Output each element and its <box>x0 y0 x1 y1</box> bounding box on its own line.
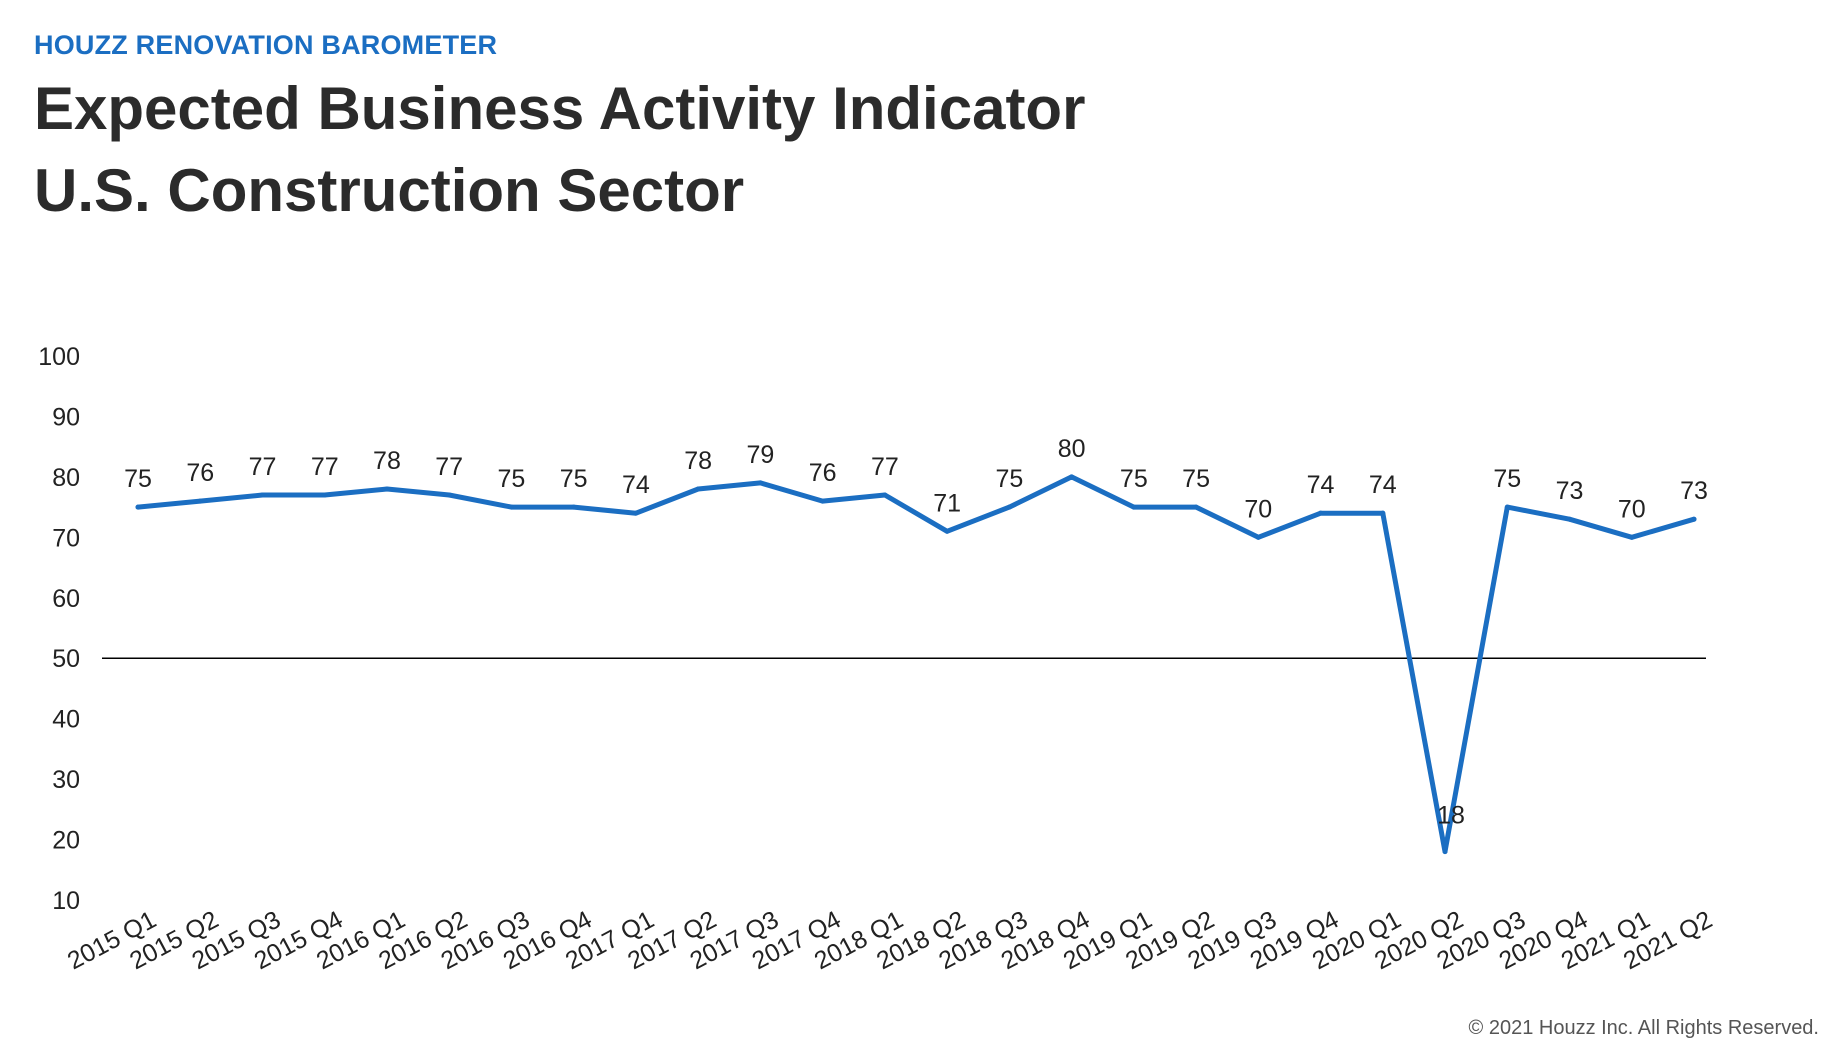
data-point <box>1504 504 1510 510</box>
data-point <box>1318 510 1324 516</box>
data-point <box>1567 516 1573 522</box>
data-point <box>1069 474 1075 480</box>
data-point <box>384 486 390 492</box>
data-point <box>1131 504 1137 510</box>
data-point <box>944 528 950 534</box>
data-label: 78 <box>373 447 401 475</box>
data-label: 78 <box>684 447 712 475</box>
data-label: 77 <box>435 453 463 481</box>
data-labels: 75 76 77 77 78 77 75 75 74 78 79 76 77 71 75 80 75 75 70 74… <box>124 435 1708 830</box>
y-tick-label: 20 <box>52 827 80 855</box>
data-point <box>1006 504 1012 510</box>
data-label: 18 <box>1437 802 1465 830</box>
data-label: 71 <box>933 489 961 517</box>
series-line <box>135 474 1697 855</box>
series-group <box>135 474 1697 855</box>
data-label: 74 <box>1369 471 1397 499</box>
y-tick-label: 30 <box>52 766 80 794</box>
data-label: 79 <box>746 441 774 469</box>
y-tick-label: 10 <box>52 887 80 915</box>
data-label: 73 <box>1556 477 1584 505</box>
data-point <box>1691 516 1697 522</box>
data-label: 75 <box>560 465 588 493</box>
data-label: 80 <box>1058 435 1086 463</box>
data-point <box>571 504 577 510</box>
data-label: 75 <box>1493 465 1521 493</box>
data-point <box>1442 849 1448 855</box>
data-point <box>508 504 514 510</box>
data-label: 74 <box>622 471 650 499</box>
y-tick-label: 90 <box>52 403 80 431</box>
data-point <box>1255 534 1261 540</box>
data-point <box>446 492 452 498</box>
y-axis: 10 20 30 40 50 60 70 80 90 100 <box>38 343 80 915</box>
y-tick-label: 70 <box>52 524 80 552</box>
y-tick-label: 100 <box>38 343 80 371</box>
data-point <box>322 492 328 498</box>
chart-title-line-1: Expected Business Activity Indicator <box>34 75 1086 142</box>
data-label: 76 <box>186 459 214 487</box>
data-label: 77 <box>249 453 277 481</box>
report-kicker: HOUZZ RENOVATION BAROMETER <box>34 30 498 60</box>
data-label: 75 <box>498 465 526 493</box>
data-label: 74 <box>1307 471 1335 499</box>
data-label: 75 <box>1120 465 1148 493</box>
data-point <box>882 492 888 498</box>
data-label: 70 <box>1244 495 1272 523</box>
data-label: 73 <box>1680 477 1708 505</box>
data-point <box>757 480 763 486</box>
data-point <box>1629 534 1635 540</box>
data-point <box>1193 504 1199 510</box>
data-point <box>259 492 265 498</box>
data-point <box>633 510 639 516</box>
data-point <box>197 498 203 504</box>
data-label: 76 <box>809 459 837 487</box>
data-point <box>1380 510 1386 516</box>
data-label: 77 <box>311 453 339 481</box>
data-label: 77 <box>871 453 899 481</box>
chart-title-line-2: U.S. Construction Sector <box>34 157 745 224</box>
y-tick-label: 60 <box>52 585 80 613</box>
data-label: 75 <box>124 465 152 493</box>
data-point <box>820 498 826 504</box>
data-point <box>135 504 141 510</box>
data-label: 75 <box>995 465 1023 493</box>
data-label: 75 <box>1182 465 1210 493</box>
copyright-notice: © 2021 Houzz Inc. All Rights Reserved. <box>1468 1017 1819 1039</box>
data-label: 70 <box>1618 495 1646 523</box>
y-tick-label: 80 <box>52 464 80 492</box>
y-tick-label: 50 <box>52 645 80 673</box>
chart-title: Expected Business Activity Indicator U.S… <box>34 68 1085 232</box>
data-point <box>695 486 701 492</box>
y-tick-label: 40 <box>52 706 80 734</box>
